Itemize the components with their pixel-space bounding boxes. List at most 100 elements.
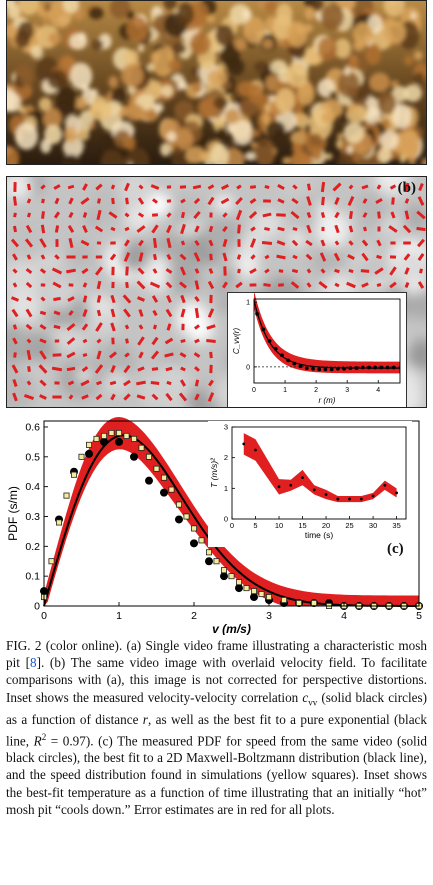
velocity-arrow xyxy=(208,225,214,233)
velocity-arrow xyxy=(346,281,356,289)
velocity-arrow xyxy=(334,282,340,288)
inset-b-data-point xyxy=(273,346,278,351)
velocity-arrow xyxy=(388,225,398,233)
velocity-arrow xyxy=(66,337,76,345)
velocity-arrow xyxy=(68,237,74,249)
velocity-arrow xyxy=(264,184,270,190)
temperature-xlabel: time (s) xyxy=(305,530,334,540)
velocity-arrow xyxy=(26,296,32,302)
temperature-xtick-label: 0 xyxy=(230,521,234,530)
pdf-ytick-label: 0.5 xyxy=(25,451,40,463)
velocity-arrow xyxy=(236,254,242,260)
velocity-arrow xyxy=(12,337,18,345)
velocity-arrow xyxy=(348,225,354,233)
velocity-arrow xyxy=(39,350,47,360)
inset-b-error-band xyxy=(254,293,400,374)
velocity-arrow xyxy=(404,182,410,192)
pdf-simulation-point xyxy=(131,435,138,442)
velocity-arrow xyxy=(417,238,425,248)
temperature-xtick-label: 20 xyxy=(322,521,330,530)
velocity-arrow xyxy=(110,294,116,304)
velocity-arrow xyxy=(95,183,103,191)
velocity-arrow xyxy=(332,182,342,192)
pdf-simulation-point xyxy=(235,579,242,586)
pdf-error-band xyxy=(44,417,419,606)
velocity-arrow xyxy=(291,268,299,274)
velocity-arrow xyxy=(25,268,33,274)
velocity-arrow xyxy=(123,379,131,387)
pdf-simulation-point xyxy=(295,600,302,607)
velocity-arrow xyxy=(321,196,325,206)
velocity-arrow xyxy=(149,281,161,289)
temperature-xtick-label: 35 xyxy=(392,521,400,530)
velocity-arrow xyxy=(94,266,104,276)
inset-b-data-point xyxy=(323,367,328,372)
velocity-arrow xyxy=(333,252,341,262)
inset-b-fit-line xyxy=(253,300,401,369)
velocity-arrow xyxy=(179,281,187,289)
velocity-arrow xyxy=(402,224,412,234)
velocity-arrow xyxy=(81,267,89,275)
pdf-simulation-point xyxy=(280,597,287,604)
velocity-arrow xyxy=(151,367,159,371)
velocity-arrow xyxy=(125,281,129,289)
velocity-arrow xyxy=(194,307,200,319)
velocity-arrow xyxy=(123,393,131,401)
velocity-arrow xyxy=(334,197,340,205)
velocity-arrow xyxy=(376,254,382,260)
velocity-arrow xyxy=(25,281,33,289)
pdf-simulation-point xyxy=(160,474,167,481)
velocity-arrow xyxy=(53,324,61,330)
velocity-arrow xyxy=(81,394,89,400)
inset-b-data-point xyxy=(298,364,303,369)
pdf-simulation-point xyxy=(145,453,152,460)
velocity-arrow xyxy=(208,379,214,387)
velocity-arrow xyxy=(319,252,327,262)
crowd-photo xyxy=(7,1,426,164)
velocity-arrow xyxy=(96,309,102,317)
velocity-arrow xyxy=(26,349,32,361)
pdf-simulation-point xyxy=(63,492,70,499)
speed-pdf-panel: 0 1 2 3 4 5 0 0.1 0.2 0.3 0.4 0.5 0.6 v (m/s) PDF (s/m… xyxy=(6,413,427,636)
correlation-inset: 0 1 2 3 4 0 1 r (m) C_vv(r) xyxy=(227,292,407,407)
pdf-simulation-point xyxy=(250,588,257,595)
inset-b-data-point xyxy=(342,366,346,371)
temperature-point xyxy=(289,483,293,487)
velocity-arrow xyxy=(207,196,215,206)
temperature-inset: 0 5 10 15 20 25 30 35 0 1 2 3 time (s) T (m/s)² xyxy=(208,421,412,547)
velocity-arrow xyxy=(95,393,103,401)
reference-link[interactable]: 8 xyxy=(29,655,37,671)
velocity-arrow xyxy=(193,210,201,220)
velocity-arrow xyxy=(306,196,312,206)
pdf-simulation-point xyxy=(258,591,265,598)
velocity-arrow xyxy=(389,281,397,289)
velocity-arrow xyxy=(194,280,200,290)
velocity-arrow xyxy=(12,268,18,274)
velocity-arrow xyxy=(96,209,102,221)
velocity-arrow xyxy=(334,211,340,219)
velocity-arrow xyxy=(136,394,146,400)
velocity-arrow xyxy=(305,253,313,261)
pdf-ytick-label: 0 xyxy=(34,601,40,613)
velocity-arrow xyxy=(138,309,144,317)
velocity-arrow xyxy=(221,184,229,190)
velocity-arrow xyxy=(124,182,130,192)
velocity-arrow xyxy=(292,184,298,190)
velocity-arrow xyxy=(40,296,46,302)
velocity-arrow xyxy=(66,351,76,359)
velocity-arrow xyxy=(264,226,270,232)
pdf-ytick-label: 0.6 xyxy=(25,421,40,433)
velocity-arrow xyxy=(194,338,200,344)
velocity-arrow xyxy=(26,380,32,386)
velocity-arrow xyxy=(10,296,20,302)
velocity-arrow xyxy=(263,282,271,288)
velocity-arrow xyxy=(151,213,159,217)
velocity-arrow xyxy=(220,197,230,205)
pdf-simulation-point xyxy=(168,486,175,493)
velocity-arrow xyxy=(110,393,116,401)
velocity-arrow xyxy=(151,336,159,346)
temperature-point xyxy=(312,488,316,492)
inset-b-data-point xyxy=(373,365,378,370)
pdf-xtick-label: 5 xyxy=(416,610,422,622)
velocity-arrow xyxy=(137,336,145,346)
